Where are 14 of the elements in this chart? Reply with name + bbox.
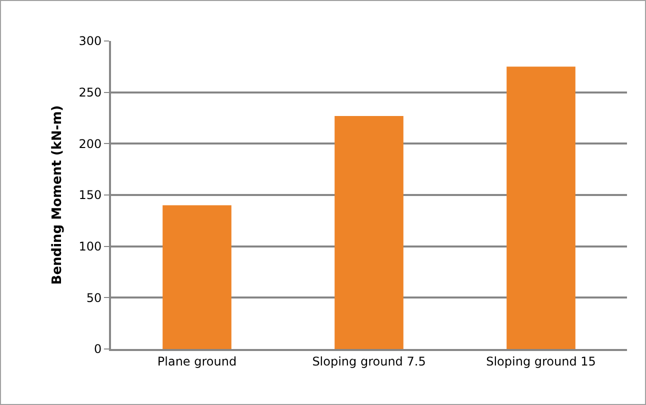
bar [334, 116, 404, 349]
y-tick-label: 250 [78, 86, 102, 100]
y-tick-label: 200 [78, 136, 102, 151]
y-tick-label: 300 [78, 34, 102, 48]
y-axis-title: Bending Moment (kN-m) [50, 105, 66, 285]
x-tick-label: Plane ground [157, 354, 237, 368]
y-tick-label: 0 [94, 342, 102, 356]
y-tick-label: 50 [86, 290, 102, 305]
bar [506, 66, 576, 349]
x-tick-label: Sloping ground 7.5 [312, 354, 426, 368]
bar [162, 205, 232, 349]
y-tick-label: 150 [78, 188, 102, 202]
y-tick-label: 100 [78, 240, 102, 254]
x-tick-label: Sloping ground 15 [486, 354, 596, 368]
